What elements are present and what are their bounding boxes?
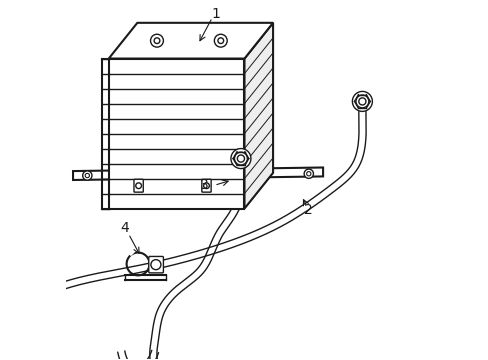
Circle shape [304,169,313,179]
Circle shape [214,34,227,47]
Text: 3: 3 [200,178,208,192]
FancyBboxPatch shape [148,256,163,273]
Circle shape [82,171,92,180]
Polygon shape [108,59,244,208]
Text: 2: 2 [304,203,312,217]
Polygon shape [108,23,272,59]
Text: 1: 1 [211,7,220,21]
Text: 4: 4 [120,221,129,235]
Circle shape [352,91,372,111]
Circle shape [355,95,368,108]
Circle shape [230,149,250,168]
FancyBboxPatch shape [202,179,211,192]
FancyBboxPatch shape [134,179,143,192]
Circle shape [234,152,247,165]
Circle shape [150,34,163,47]
Polygon shape [73,167,323,180]
Polygon shape [244,23,272,208]
